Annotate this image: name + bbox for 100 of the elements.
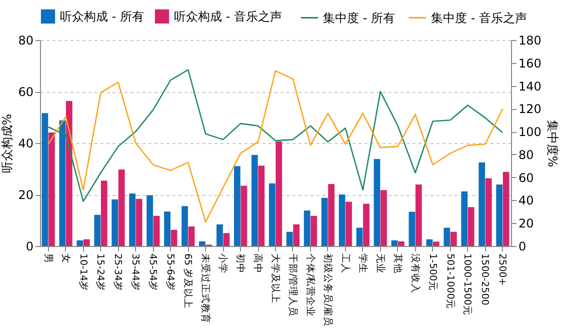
bar: [380, 190, 387, 246]
y-tick-label: 60: [18, 85, 34, 99]
bar: [42, 113, 48, 246]
bar: [321, 198, 328, 246]
bar: [304, 210, 310, 246]
x-tick-label: 干部/管理人员: [286, 254, 299, 317]
y2-axis-title: 集中度%: [545, 120, 560, 168]
bar: [76, 240, 84, 246]
x-tick-label: 其他: [392, 254, 404, 274]
x-tick-label: 10-14岁: [77, 254, 90, 292]
x-tick-label: 小学: [217, 254, 230, 274]
bar: [432, 242, 440, 246]
bar: [276, 141, 282, 246]
x-tick-label: 初级公务员/雇员: [322, 254, 334, 327]
x-tick-label: 男: [42, 254, 54, 264]
y2-tick-label: 80: [518, 148, 534, 162]
x-tick-label: 个体/私营企业: [304, 254, 316, 317]
x-tick-label: 1500-2500: [479, 254, 490, 306]
legend-label: 听众构成 - 所有: [60, 9, 144, 24]
bar: [444, 228, 450, 246]
bar: [94, 214, 101, 246]
bar: [374, 158, 380, 246]
y2-tick-label: 40: [518, 194, 534, 208]
bar: [502, 172, 510, 246]
bar: [170, 230, 178, 246]
y2-tick-label: 120: [518, 102, 542, 116]
y-axis-title: 听众构成%: [0, 114, 14, 174]
bar: [164, 211, 170, 246]
x-tick-label: 初中: [234, 254, 247, 274]
bar: [48, 132, 55, 246]
bar: [234, 166, 240, 246]
bar: [100, 180, 108, 246]
x-tick-label: 高中: [252, 254, 264, 274]
bar: [391, 240, 398, 246]
legend-label: 集中度 - 音乐之声: [431, 10, 527, 25]
y-tick-label: 20: [18, 188, 34, 202]
bar: [118, 170, 125, 246]
x-tick-label: 1000-1500元: [462, 254, 473, 316]
bar: [286, 232, 293, 246]
y-tick-label: 40: [18, 136, 34, 150]
y2-tick-label: 160: [518, 56, 542, 70]
x-tick-label: 工人: [339, 254, 350, 274]
x-tick-label: 1-500元: [426, 254, 438, 292]
y2-tick-label: 20: [518, 216, 534, 231]
bar: [461, 191, 468, 246]
bar: [188, 226, 195, 246]
bar: [426, 239, 433, 246]
y2-tick-label: 60: [518, 170, 534, 185]
bar: [251, 154, 258, 246]
y2-tick-label: 180: [518, 34, 542, 48]
y-tick-label: 0: [26, 240, 34, 254]
x-tick-label: 15-24岁: [94, 254, 107, 292]
y-tick-label: 80: [18, 34, 34, 48]
legend-label: 集中度 - 所有: [323, 10, 395, 25]
bar: [293, 224, 300, 246]
x-tick-label: 女: [60, 254, 72, 264]
x-tick-label: 55-64岁: [164, 254, 177, 292]
x-tick-label: 未受过正式教育: [200, 254, 212, 324]
bar: [182, 206, 188, 246]
bar: [129, 193, 136, 246]
bar: [485, 178, 492, 246]
bar: [310, 216, 318, 246]
bar: [415, 184, 422, 246]
bar: [328, 184, 334, 246]
bar: [153, 216, 160, 246]
bar: [66, 101, 72, 246]
x-tick-label: 2500+: [496, 254, 508, 286]
bar: [356, 228, 363, 246]
bar: [468, 207, 474, 246]
x-tick-label: 25-34岁: [112, 254, 124, 292]
bar: [258, 166, 265, 246]
bar: [363, 204, 370, 246]
y2-tick-label: 140: [518, 79, 542, 94]
bar: [408, 212, 416, 246]
x-tick-label: 501-1000元: [444, 254, 456, 310]
bar: [496, 184, 503, 246]
bar: [268, 183, 276, 246]
x-tick-label: 学生: [356, 254, 369, 274]
bar: [398, 241, 404, 246]
bar: [136, 198, 142, 246]
bar: [216, 224, 223, 246]
x-tick-label: 45-54岁: [147, 254, 160, 292]
x-tick-label: 65 岁及以上: [182, 254, 194, 309]
bar: [240, 186, 248, 246]
x-tick-label: 无业: [374, 254, 386, 274]
bar: [223, 233, 230, 246]
bar: [112, 199, 118, 246]
bar: [338, 194, 346, 246]
bar: [83, 239, 90, 246]
x-tick-label: 大学及以上: [270, 254, 282, 304]
bar: [346, 202, 352, 246]
bar: [146, 195, 153, 246]
legend-label: 听众构成 - 音乐之声: [174, 9, 282, 24]
x-tick-label: 35-44岁: [130, 254, 142, 292]
y2-tick-label: 100: [518, 125, 542, 140]
bar: [450, 232, 457, 246]
x-tick-label: 没有收入: [409, 254, 422, 294]
bar: [478, 162, 486, 246]
bar: [199, 241, 206, 246]
y2-tick-label: 0: [518, 240, 526, 254]
